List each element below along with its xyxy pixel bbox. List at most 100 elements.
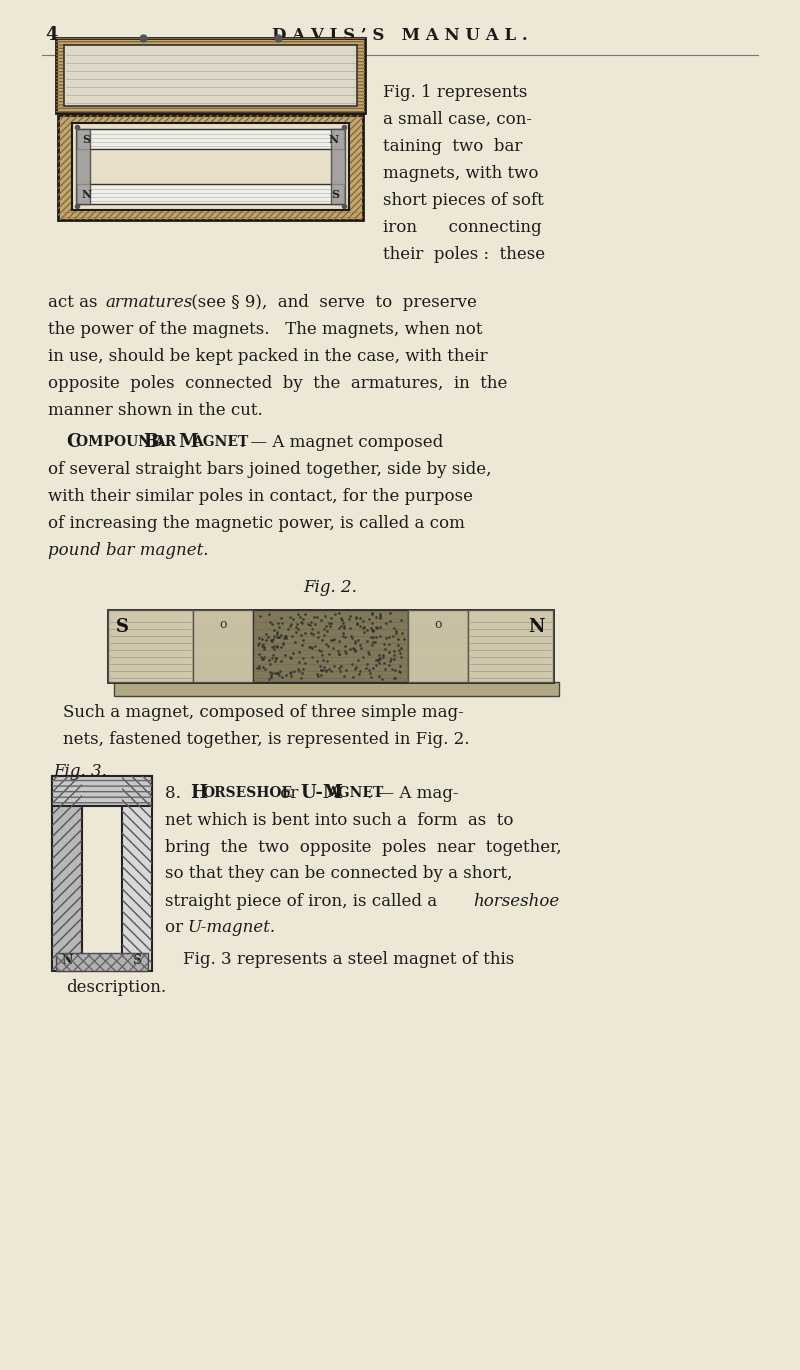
Point (371, 616, 384, 638)
Point (309, 614, 322, 636)
Point (328, 655, 341, 677)
Text: or: or (165, 919, 188, 937)
Point (370, 649, 382, 671)
Point (337, 615, 350, 637)
Text: their  poles :  these: their poles : these (383, 245, 545, 263)
Point (346, 637, 359, 659)
Point (377, 645, 390, 667)
Point (253, 633, 266, 655)
Point (284, 612, 297, 634)
Point (285, 647, 298, 669)
Point (314, 659, 327, 681)
Point (393, 638, 406, 660)
Point (314, 655, 326, 677)
Text: Fig. 3 represents a steel magnet of this: Fig. 3 represents a steel magnet of this (183, 952, 514, 969)
Point (392, 629, 405, 651)
Point (372, 644, 385, 666)
Point (268, 619, 281, 641)
Text: B: B (143, 433, 158, 451)
Point (361, 652, 374, 674)
Point (389, 667, 402, 689)
Point (296, 629, 309, 651)
Point (344, 625, 357, 647)
Point (336, 622, 349, 644)
Point (334, 660, 346, 682)
Point (366, 619, 379, 641)
Text: taining  two  bar: taining two bar (383, 137, 522, 155)
Bar (77, 184, 344, 204)
Point (348, 640, 361, 662)
Point (268, 625, 281, 647)
Point (366, 603, 378, 625)
Point (354, 637, 367, 659)
Text: opposite  poles  connected  by  the  armatures,  in  the: opposite poles connected by the armature… (48, 374, 507, 392)
Point (338, 636, 351, 658)
Text: bring  the  two  opposite  poles  near  together,: bring the two opposite poles near togeth… (165, 838, 562, 855)
Point (395, 637, 408, 659)
Text: H: H (190, 784, 207, 801)
Point (315, 659, 328, 681)
Text: horseshoe: horseshoe (473, 892, 559, 910)
Point (306, 637, 318, 659)
Point (378, 652, 390, 674)
Text: nets, fastened together, is represented in Fig. 2.: nets, fastened together, is represented … (63, 730, 470, 748)
Point (338, 666, 350, 688)
Point (302, 612, 314, 634)
Point (276, 666, 289, 688)
Point (315, 664, 328, 686)
Text: OMPOUND: OMPOUND (76, 436, 168, 449)
Point (293, 641, 306, 663)
Point (275, 607, 288, 629)
Point (366, 626, 379, 648)
Point (368, 632, 381, 653)
Point (306, 645, 318, 667)
Point (374, 647, 386, 669)
Point (332, 640, 345, 662)
Point (374, 604, 386, 626)
Bar (52, 775, 82, 971)
Point (373, 603, 386, 625)
Text: U-magnet.: U-magnet. (187, 919, 275, 937)
Point (272, 626, 285, 648)
Point (329, 603, 342, 625)
Text: Fig. 1.: Fig. 1. (178, 77, 232, 93)
Point (375, 667, 388, 689)
Point (382, 633, 395, 655)
Point (276, 632, 289, 653)
Point (387, 616, 400, 638)
Point (357, 616, 370, 638)
Point (306, 618, 318, 640)
Point (317, 649, 330, 671)
Point (279, 644, 292, 666)
Point (265, 666, 278, 688)
Text: manner shown in the cut.: manner shown in the cut. (48, 401, 262, 418)
Point (264, 653, 277, 675)
Bar (64, 45, 357, 105)
Point (333, 616, 346, 638)
Point (266, 629, 279, 651)
Point (296, 612, 309, 634)
Point (286, 641, 299, 663)
Point (332, 603, 345, 625)
Point (326, 637, 339, 659)
Bar (52, 775, 152, 806)
Text: magnets, with two: magnets, with two (383, 164, 538, 181)
Point (394, 655, 406, 677)
Point (286, 625, 298, 647)
Point (252, 658, 265, 680)
Point (377, 644, 390, 666)
Bar (331, 129, 345, 204)
Point (344, 606, 357, 627)
Point (382, 653, 395, 675)
Point (285, 664, 298, 686)
Point (290, 621, 302, 643)
Point (348, 658, 361, 680)
Point (298, 652, 311, 674)
Point (322, 644, 335, 666)
Bar (108, 610, 553, 682)
Bar (76, 129, 90, 204)
Point (334, 615, 347, 637)
Point (291, 659, 304, 681)
Point (311, 664, 324, 686)
Point (306, 623, 319, 645)
